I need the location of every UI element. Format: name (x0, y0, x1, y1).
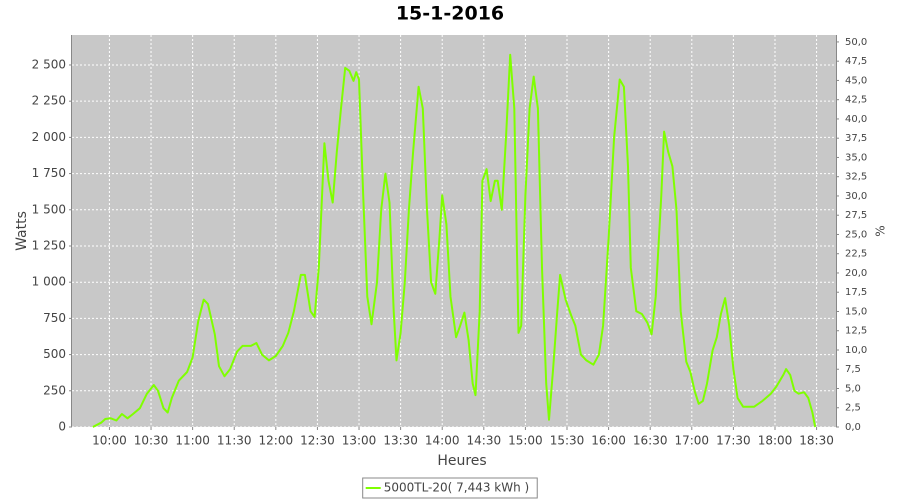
x-tick-label: 12:00 (259, 434, 294, 448)
y2-tick-label: 42,5 (845, 95, 867, 106)
y2-axis-label: % (874, 225, 888, 236)
x-tick-label: 18:00 (758, 434, 793, 448)
y2-tick-label: 22,5 (845, 249, 867, 260)
y2-tick-label: 0,0 (845, 422, 861, 433)
x-tick-label: 10:00 (92, 434, 127, 448)
x-tick-label: 11:30 (217, 434, 252, 448)
y-tick-label: 2 500 (32, 57, 66, 71)
x-tick-label: 12:30 (300, 434, 335, 448)
y-tick-label: 250 (43, 383, 66, 397)
y2-tick-label: 10,0 (845, 345, 867, 356)
x-tick-label: 16:30 (633, 434, 668, 448)
y-axis-label: Watts (14, 211, 30, 251)
y-tick-label: 1 500 (32, 202, 66, 216)
y-tick-label: 2 000 (32, 130, 66, 144)
legend-box (362, 477, 538, 499)
y-tick-label: 1 000 (32, 275, 66, 289)
x-tick-label: 15:00 (508, 434, 543, 448)
chart-title: 15-1-2016 (396, 3, 504, 25)
y2-tick-label: 45,0 (845, 75, 867, 86)
legend: 5000TL-20( 7,443 kWh ) (362, 477, 538, 499)
y2-tick-label: 27,5 (845, 210, 867, 221)
data-line (92, 53, 817, 428)
y2-tick-label: 50,0 (845, 37, 867, 48)
y2-tick-label: 30,0 (845, 191, 867, 202)
y2-tick-label: 47,5 (845, 56, 867, 67)
y-tick-label: 1 750 (32, 166, 66, 180)
y2-tick-label: 7,5 (845, 364, 861, 375)
y-tick-label: 500 (43, 347, 66, 361)
x-tick-label: 10:30 (134, 434, 169, 448)
plot-area (72, 35, 836, 427)
y2-tick-label: 35,0 (845, 152, 867, 163)
y-tick-label: 2 250 (32, 94, 66, 108)
y2-tick-label: 32,5 (845, 172, 867, 183)
x-tick-label: 17:30 (716, 434, 751, 448)
x-tick-label: 13:00 (342, 434, 377, 448)
y2-tick-label: 25,0 (845, 229, 867, 240)
legend-label: 5000TL-20( 7,443 kWh ) (384, 481, 530, 495)
x-tick-label: 15:30 (550, 434, 585, 448)
x-tick-label: 14:30 (467, 434, 502, 448)
x-tick-label: 11:00 (175, 434, 210, 448)
y-tick-label: 0 (58, 420, 66, 434)
x-tick-label: 13:30 (383, 434, 418, 448)
x-tick-label: 16:00 (591, 434, 626, 448)
x-tick-label: 18:30 (799, 434, 834, 448)
y2-tick-label: 17,5 (845, 287, 867, 298)
y2-tick-label: 12,5 (845, 326, 867, 337)
y2-tick-label: 37,5 (845, 133, 867, 144)
y-tick-label: 750 (43, 311, 66, 325)
y2-tick-label: 15,0 (845, 306, 867, 317)
x-axis-label: Heures (437, 453, 486, 469)
y-tick-label: 1 250 (32, 238, 66, 252)
x-tick-label: 17:00 (674, 434, 709, 448)
y2-tick-label: 20,0 (845, 268, 867, 279)
x-tick-label: 14:00 (425, 434, 460, 448)
y2-tick-label: 5,0 (845, 383, 861, 394)
y2-tick-label: 2,5 (845, 403, 861, 414)
y2-tick-label: 40,0 (845, 114, 867, 125)
